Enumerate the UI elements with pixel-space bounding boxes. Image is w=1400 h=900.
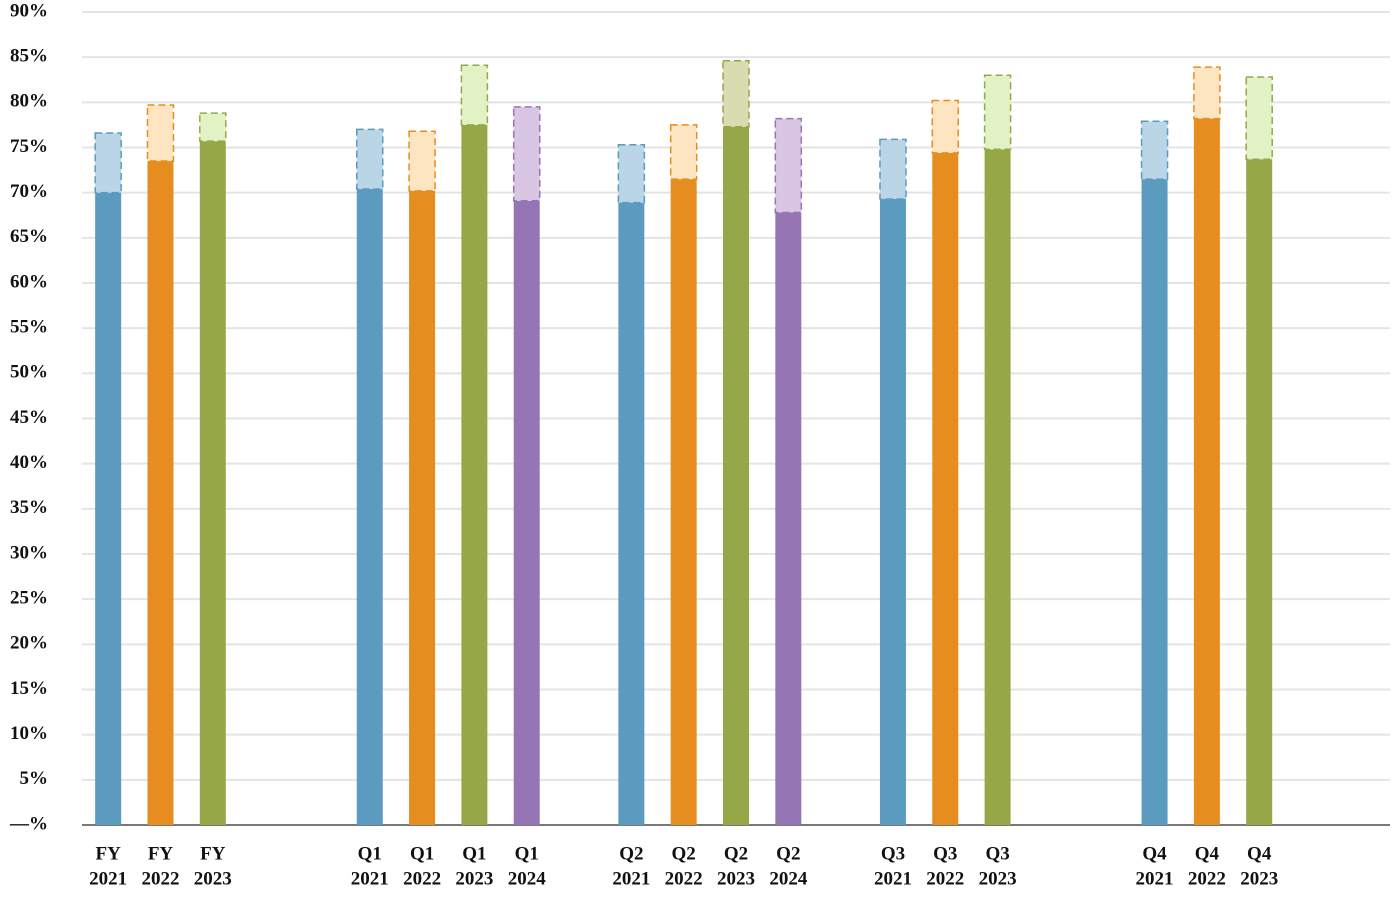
x-tick-label: 2023	[455, 868, 493, 889]
x-tick-label: 2023	[979, 868, 1017, 889]
bar-range	[931, 99, 960, 154]
x-tick-label: Q4	[1195, 843, 1220, 864]
x-tick-label: FY	[200, 843, 226, 864]
bar	[95, 192, 122, 825]
x-tick-label: Q3	[881, 843, 905, 864]
x-tick-label: 2022	[926, 868, 964, 889]
bar	[670, 179, 697, 825]
bar	[1193, 118, 1220, 826]
bar	[513, 200, 540, 826]
x-tick-label: Q3	[985, 843, 1009, 864]
x-tick-label: 2024	[769, 868, 808, 889]
y-tick-label: 90%	[10, 0, 48, 21]
x-tick-label: Q2	[619, 843, 643, 864]
x-tick-label: 2022	[1188, 868, 1226, 889]
x-tick-label: Q2	[776, 843, 800, 864]
x-tick-label: Q1	[410, 843, 434, 864]
x-tick-label: 2021	[351, 868, 389, 889]
y-tick-label: 20%	[10, 633, 48, 654]
bar	[723, 126, 749, 826]
y-tick-label: 60%	[10, 271, 48, 292]
y-tick-label: 75%	[10, 136, 48, 157]
x-tick-label: Q1	[515, 843, 539, 864]
y-tick-label: —%	[9, 813, 48, 834]
bar-range	[669, 124, 698, 180]
x-tick-label: Q4	[1247, 843, 1272, 864]
x-tick-label: FY	[95, 843, 121, 864]
y-tick-label: 30%	[10, 542, 48, 563]
x-tick-label: 2021	[1136, 868, 1174, 889]
y-tick-label: 15%	[10, 678, 48, 699]
bar	[409, 190, 436, 826]
y-tick-label: 70%	[10, 181, 48, 202]
bar-range	[879, 138, 907, 200]
x-tick-label: FY	[148, 843, 174, 864]
bar	[984, 149, 1011, 826]
y-tick-label: 85%	[10, 46, 48, 67]
x-tick-label: Q1	[358, 843, 382, 864]
bar	[932, 152, 959, 826]
x-tick-label: 2022	[665, 868, 703, 889]
bar-range	[512, 106, 541, 202]
y-tick-label: 65%	[10, 226, 48, 247]
bar	[618, 202, 645, 825]
bar	[356, 189, 383, 825]
y-tick-label: 25%	[10, 588, 48, 609]
y-tick-label: 80%	[10, 91, 48, 112]
bar	[1141, 179, 1168, 825]
y-tick-label: 45%	[10, 407, 48, 428]
bar-range	[94, 132, 122, 194]
x-tick-label: Q2	[672, 843, 696, 864]
x-tick-label: 2023	[1240, 868, 1278, 889]
bar-range	[1245, 76, 1273, 160]
x-tick-label: Q3	[933, 843, 957, 864]
y-tick-label: 55%	[10, 317, 48, 338]
x-tick-label: 2021	[874, 868, 912, 889]
x-tick-label: 2023	[194, 868, 232, 889]
bar	[1246, 159, 1273, 825]
bar-range	[722, 60, 750, 128]
y-tick-label: 40%	[10, 452, 48, 473]
bar	[147, 161, 174, 826]
x-tick-label: Q1	[462, 843, 486, 864]
x-tick-label: Q2	[724, 843, 748, 864]
y-tick-label: 10%	[10, 723, 48, 744]
y-tick-label: 35%	[10, 497, 48, 518]
bar-range	[1193, 66, 1221, 120]
bar-range	[983, 74, 1012, 151]
bar	[775, 212, 802, 826]
bar-range	[460, 64, 489, 126]
x-tick-label: 2023	[717, 868, 755, 889]
bar-range	[199, 112, 227, 142]
bar-range	[1140, 120, 1169, 180]
bar-range	[774, 117, 803, 214]
x-tick-label: 2022	[141, 868, 179, 889]
x-tick-label: 2022	[403, 868, 441, 889]
y-tick-label: 5%	[20, 768, 49, 789]
x-tick-label: Q4	[1142, 843, 1167, 864]
bar	[461, 124, 488, 825]
y-tick-label: 50%	[10, 362, 48, 383]
x-tick-label: 2021	[89, 868, 127, 889]
x-tick-label: 2024	[508, 868, 547, 889]
bar-range	[146, 104, 175, 162]
x-tick-label: 2021	[612, 868, 650, 889]
bar	[199, 141, 226, 826]
bar-range	[617, 144, 646, 204]
bar-range	[356, 128, 384, 190]
bar	[879, 198, 906, 826]
bar-range	[408, 130, 436, 192]
